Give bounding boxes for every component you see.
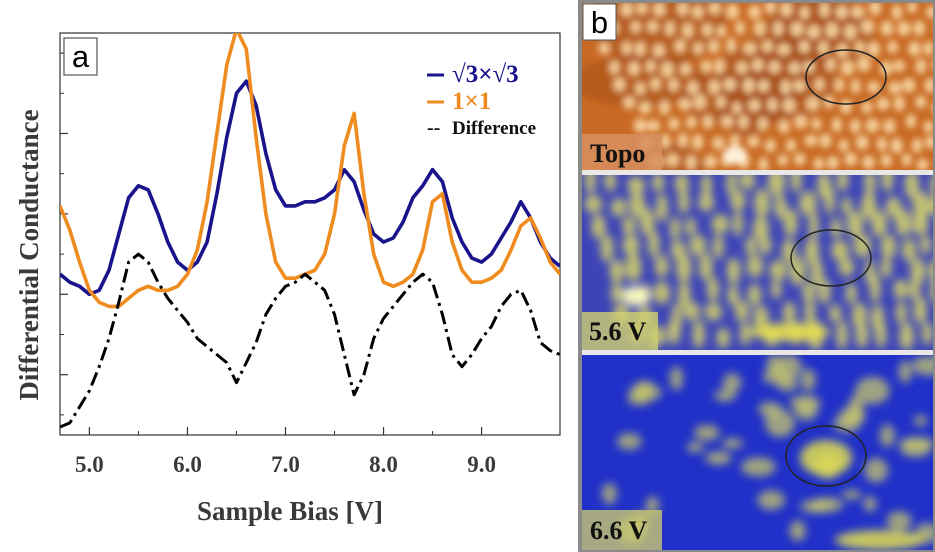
map-5-6v-label-text: 5.6 V xyxy=(589,317,647,346)
x-axis-title: Sample Bias [V] xyxy=(197,496,383,526)
series-line-3 xyxy=(60,252,560,429)
plot-area: 5.0 6.0 7.0 8.0 9.0 xyxy=(59,32,561,477)
x-ticks: 5.0 6.0 7.0 8.0 9.0 xyxy=(75,427,496,477)
series-lines xyxy=(60,33,560,429)
legend-dash-glyph: -- xyxy=(427,117,440,139)
panel-a-letter: a xyxy=(72,39,90,74)
map-6-6v-label-text: 6.6 V xyxy=(590,516,648,545)
panel-b-label: b xyxy=(582,3,617,41)
topo-map xyxy=(582,3,933,170)
legend-label-series-1: √3×√3 xyxy=(452,61,519,88)
legend: √3×√3 1×1 -- Difference xyxy=(427,61,536,139)
legend-label-series-3: Difference xyxy=(452,118,536,139)
map-6-6v-label: 6.6 V xyxy=(582,510,662,550)
x-tick-label: 9.0 xyxy=(467,452,496,477)
panel-b: b Topo 5.6 V 6.6 V xyxy=(578,0,935,552)
series-line-2 xyxy=(60,33,560,309)
panel-a-label: a xyxy=(63,37,98,76)
panel-b-letter: b xyxy=(591,5,608,40)
x-tick-label: 8.0 xyxy=(369,452,398,477)
legend-label-series-2: 1×1 xyxy=(452,88,491,115)
x-tick-label: 7.0 xyxy=(271,452,300,477)
y-axis-title: Differential Conductance xyxy=(14,109,44,400)
map-5-6v-label: 5.6 V xyxy=(582,312,658,350)
x-tick-label: 5.0 xyxy=(75,452,104,477)
series-line-1 xyxy=(60,79,560,297)
y-ticks xyxy=(60,52,68,416)
topo-label-text: Topo xyxy=(590,139,645,168)
plot-frame xyxy=(59,32,561,436)
x-tick-label: 6.0 xyxy=(173,452,202,477)
topo-label: Topo xyxy=(582,134,662,170)
